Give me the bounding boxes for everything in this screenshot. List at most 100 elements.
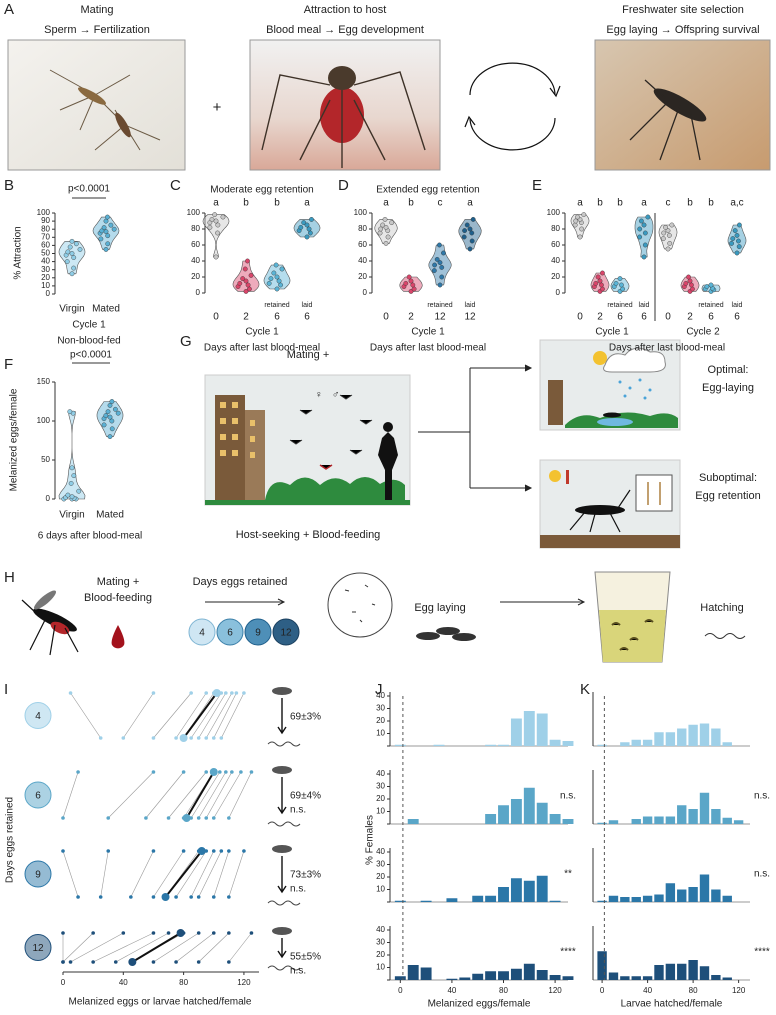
data-point: [69, 251, 75, 256]
significance-letter: b: [617, 198, 623, 209]
data-point: [637, 234, 643, 240]
x-axis-label: Larvae hatched/female: [621, 999, 723, 1010]
y-tick-label: 80: [358, 224, 367, 233]
data-point: [69, 238, 75, 244]
optimal-label: Optimal:: [708, 364, 749, 376]
egg-point: [219, 849, 224, 853]
egg-icon: [272, 766, 292, 774]
mean-egg: [197, 847, 206, 855]
data-point: [105, 214, 110, 220]
data-point: [245, 282, 251, 288]
data-point: [268, 276, 274, 281]
x-tick-label: Virgin: [59, 510, 84, 521]
y-tick-label: 80: [551, 224, 560, 233]
female-symbol: ♀: [315, 390, 323, 401]
hatch-percent: 69±3%: [290, 712, 321, 723]
significance: n.s.: [754, 869, 770, 880]
bar: [688, 887, 698, 902]
data-point: [266, 280, 272, 286]
x-tick-label: 0: [600, 986, 605, 995]
bar: [459, 977, 471, 980]
pair-line: [198, 692, 227, 739]
x-tick-label: 0: [213, 312, 219, 323]
x-tick-label: 40: [447, 986, 456, 995]
data-point: [406, 274, 412, 280]
y-tick-label: 40: [376, 847, 385, 856]
egg-point: [181, 770, 186, 774]
egg-point: [218, 770, 222, 774]
data-point: [103, 413, 109, 418]
data-point: [243, 288, 249, 294]
pair-line: [213, 692, 237, 739]
y-tick-label: 20: [376, 872, 385, 881]
egg-point: [61, 931, 65, 935]
pair-line: [62, 932, 94, 963]
egg-point: [227, 849, 231, 853]
data-point: [242, 266, 248, 272]
data-point: [600, 286, 605, 292]
larva-point: [129, 895, 133, 899]
violin: [428, 244, 452, 286]
x-tick-label: 120: [732, 986, 746, 995]
data-point: [389, 220, 395, 226]
significance-letter: c: [666, 198, 671, 209]
bar: [472, 895, 484, 902]
significance-letter: a: [213, 198, 219, 209]
data-point: [71, 265, 77, 271]
arrow: [277, 698, 287, 735]
data-point: [439, 264, 445, 270]
pair-line: [145, 771, 184, 819]
mean-line: [131, 932, 182, 963]
panel-label: E: [532, 177, 542, 194]
y-tick-label: 100: [354, 208, 368, 217]
photo-mating: [7, 39, 186, 171]
bar: [485, 814, 497, 824]
x-axis-label: Days after last blood-meal: [609, 343, 725, 354]
row-label: 12: [32, 943, 44, 954]
data-point: [708, 282, 714, 288]
x-sublabel: retained: [607, 302, 632, 309]
larva-icon: [267, 741, 301, 747]
data-point: [734, 250, 740, 256]
panel-label: H: [4, 569, 15, 586]
data-point: [437, 260, 443, 265]
x-tick-label: 40: [643, 986, 652, 995]
y-tick-label: 40: [358, 256, 367, 265]
egg-point: [61, 849, 65, 853]
larva-point: [211, 895, 216, 899]
panel-label: K: [580, 681, 590, 698]
y-tick-label: 50: [41, 249, 50, 258]
data-point: [467, 226, 473, 232]
data-point: [470, 216, 476, 222]
mean-egg: [176, 929, 185, 937]
data-point: [101, 422, 107, 428]
data-point: [579, 226, 585, 232]
bar: [394, 744, 406, 746]
bar: [536, 875, 548, 902]
significance-letter: c: [438, 198, 443, 209]
data-point: [111, 226, 117, 232]
bar: [688, 809, 698, 824]
cup: [594, 571, 671, 663]
y-tick-label: 100: [547, 208, 561, 217]
mean-larva: [182, 814, 191, 822]
data-point: [378, 226, 384, 232]
data-point: [69, 271, 75, 277]
larva-point: [76, 895, 80, 899]
data-point: [667, 240, 673, 246]
bar: [688, 724, 698, 746]
larva-point: [151, 895, 156, 899]
larva-point: [144, 816, 148, 820]
blood-drop: [111, 625, 125, 649]
data-point: [98, 236, 104, 242]
bar: [420, 967, 432, 980]
data-point: [107, 434, 113, 439]
data-point: [237, 280, 243, 286]
data-point: [207, 224, 213, 230]
data-point: [279, 266, 285, 272]
branch-arrows: [418, 364, 533, 492]
row-label: 9: [35, 870, 41, 881]
larva-point: [91, 960, 95, 964]
data-point: [687, 278, 693, 284]
y-tick-label: 10: [376, 885, 385, 894]
